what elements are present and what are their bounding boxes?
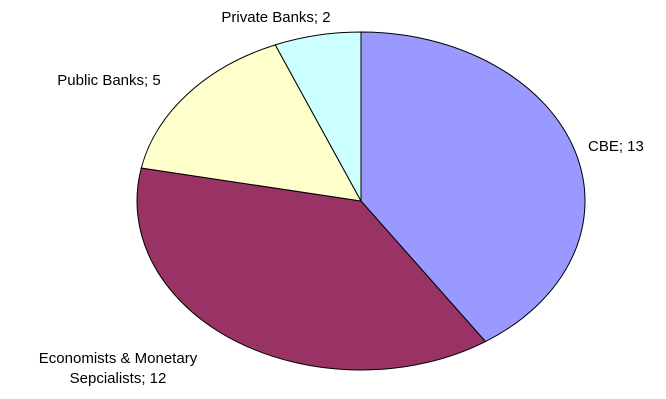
pie-slices (136, 31, 586, 371)
data-label-cbe: CBE; 13 (588, 138, 644, 155)
data-label-line: Private Banks; 2 (221, 9, 330, 26)
pie-slice-public-banks (140, 44, 362, 202)
data-label-private-banks: Private Banks; 2 (221, 9, 330, 26)
pie-slice-private-banks (274, 31, 362, 202)
data-label-line: CBE; 13 (588, 138, 644, 155)
pie-slice-economists-monetary-sepcialists (136, 167, 487, 371)
data-label-economists-monetary-sepcialists: Economists & Monetary Sepcialists; 12 (39, 350, 198, 387)
data-label-line: Sepcialists; 12 (70, 370, 167, 387)
data-label-line: Public Banks; 5 (57, 72, 160, 89)
data-label-line: Economists & Monetary (39, 350, 198, 367)
data-label-public-banks: Public Banks; 5 (57, 72, 160, 89)
pie-data-labels: CBE; 13 Economists & Monetary Sepcialists;… (39, 9, 644, 387)
